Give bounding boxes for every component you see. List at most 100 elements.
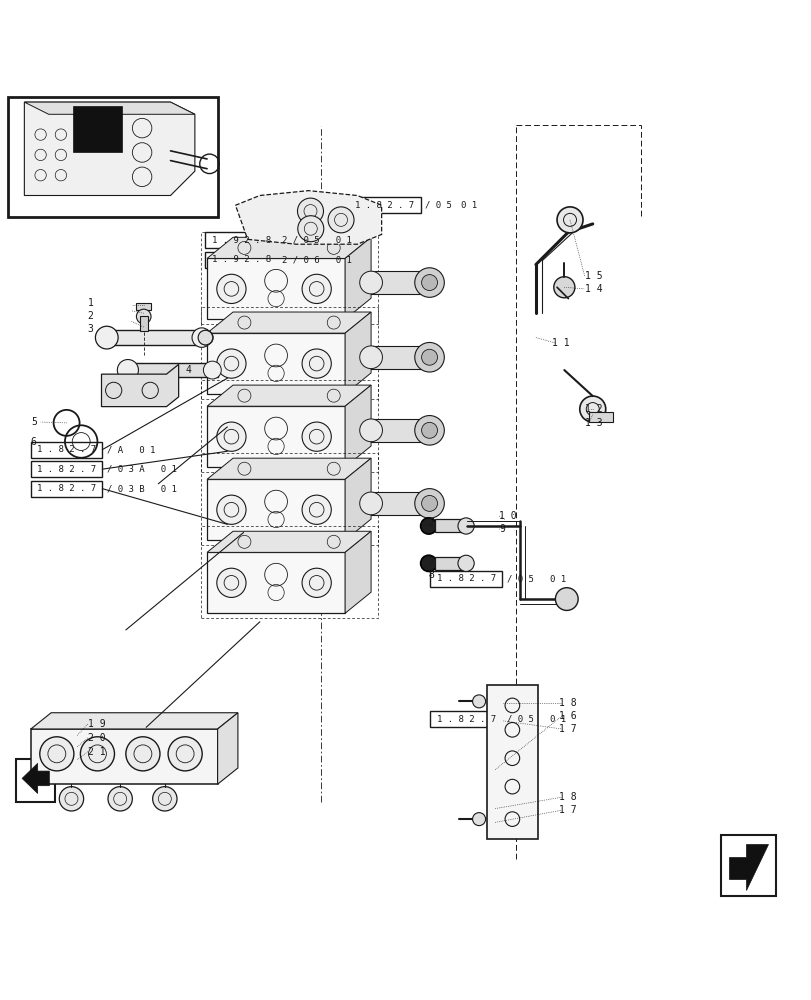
Bar — [139, 316, 148, 331]
Polygon shape — [207, 385, 371, 406]
Circle shape — [217, 495, 246, 524]
Bar — [205, 232, 277, 248]
Circle shape — [302, 422, 331, 451]
Text: / 0 3 B   0 1: / 0 3 B 0 1 — [107, 484, 177, 493]
Circle shape — [302, 274, 331, 303]
Polygon shape — [207, 312, 371, 333]
Circle shape — [217, 274, 246, 303]
Circle shape — [457, 518, 474, 534]
Polygon shape — [728, 844, 767, 890]
Polygon shape — [101, 330, 207, 345]
Bar — [371, 271, 429, 294]
Bar — [31, 481, 102, 497]
Bar — [31, 442, 102, 458]
Bar — [200, 232, 377, 324]
Text: 1 . 8 2 . 7: 1 . 8 2 . 7 — [37, 484, 96, 493]
Text: 0 1: 0 1 — [461, 201, 477, 210]
Text: 2 / 0 5   0 1: 2 / 0 5 0 1 — [281, 236, 351, 245]
Polygon shape — [345, 312, 371, 394]
Circle shape — [457, 555, 474, 571]
Bar — [200, 453, 377, 545]
Polygon shape — [345, 531, 371, 613]
Text: 1 . 9 2 . 8: 1 . 9 2 . 8 — [212, 255, 270, 264]
Polygon shape — [207, 458, 371, 479]
Circle shape — [555, 588, 577, 610]
Text: 1 3: 1 3 — [584, 418, 602, 428]
Circle shape — [421, 422, 437, 438]
Text: 1 8: 1 8 — [558, 698, 576, 708]
Circle shape — [136, 309, 151, 324]
Circle shape — [421, 349, 437, 365]
Circle shape — [556, 207, 582, 233]
Bar — [8, 97, 217, 217]
Circle shape — [421, 495, 437, 511]
Polygon shape — [235, 191, 381, 244]
Circle shape — [198, 330, 212, 345]
Polygon shape — [207, 237, 371, 258]
Polygon shape — [345, 385, 371, 467]
Text: 9: 9 — [499, 524, 504, 534]
Polygon shape — [345, 237, 371, 319]
Text: / 0 5: / 0 5 — [425, 201, 452, 210]
Polygon shape — [207, 552, 345, 613]
Circle shape — [359, 419, 382, 442]
Text: / A   0 1: / A 0 1 — [107, 445, 156, 454]
Polygon shape — [24, 102, 195, 196]
Text: 1 . 8 2 . 7: 1 . 8 2 . 7 — [436, 574, 495, 583]
Bar — [205, 252, 277, 268]
Polygon shape — [207, 406, 345, 467]
Circle shape — [302, 568, 331, 597]
Text: 1 1: 1 1 — [551, 338, 569, 348]
Text: 1 6: 1 6 — [558, 711, 576, 721]
Circle shape — [328, 207, 354, 233]
Polygon shape — [207, 479, 345, 540]
Text: / 0 5   0 1: / 0 5 0 1 — [506, 574, 565, 583]
Polygon shape — [345, 458, 371, 540]
Polygon shape — [207, 333, 345, 394]
Circle shape — [359, 492, 382, 515]
Bar — [200, 380, 377, 472]
Circle shape — [414, 342, 444, 372]
Polygon shape — [73, 106, 122, 152]
Bar — [588, 412, 612, 422]
Text: 2 0: 2 0 — [88, 733, 105, 743]
Circle shape — [297, 198, 323, 224]
Circle shape — [472, 695, 485, 708]
Polygon shape — [31, 713, 238, 729]
Text: 7: 7 — [428, 518, 434, 528]
Polygon shape — [207, 531, 371, 552]
Text: 1 8: 1 8 — [558, 792, 576, 802]
Text: 1 5: 1 5 — [584, 271, 602, 281]
Bar — [720, 835, 775, 896]
Polygon shape — [22, 763, 49, 793]
Text: 3: 3 — [88, 324, 93, 334]
Text: 1: 1 — [88, 298, 93, 308]
Bar — [200, 526, 377, 618]
Text: 1 . 8 2 . 7: 1 . 8 2 . 7 — [37, 465, 96, 474]
Bar — [371, 419, 429, 442]
Text: 1 4: 1 4 — [584, 284, 602, 294]
Text: / 0 3 A   0 1: / 0 3 A 0 1 — [107, 465, 177, 474]
Text: 5: 5 — [31, 417, 36, 427]
Polygon shape — [217, 713, 238, 784]
Circle shape — [298, 216, 324, 242]
Circle shape — [302, 349, 331, 378]
Text: 6: 6 — [31, 437, 36, 447]
Bar — [430, 711, 501, 727]
Circle shape — [59, 787, 84, 811]
Text: 1 9: 1 9 — [88, 719, 105, 729]
Bar — [16, 759, 55, 802]
Text: / 0 5   0 1: / 0 5 0 1 — [506, 715, 565, 724]
Text: 1 7: 1 7 — [558, 805, 576, 815]
Circle shape — [126, 737, 160, 771]
Circle shape — [579, 396, 605, 422]
Circle shape — [217, 422, 246, 451]
Bar — [371, 492, 429, 515]
Circle shape — [40, 737, 74, 771]
Text: 2 1: 2 1 — [88, 747, 105, 757]
Text: 8: 8 — [428, 570, 434, 580]
Text: 4: 4 — [185, 365, 191, 375]
Text: 1 7: 1 7 — [558, 724, 576, 734]
Text: 1 0: 1 0 — [499, 511, 517, 521]
Circle shape — [359, 346, 382, 369]
